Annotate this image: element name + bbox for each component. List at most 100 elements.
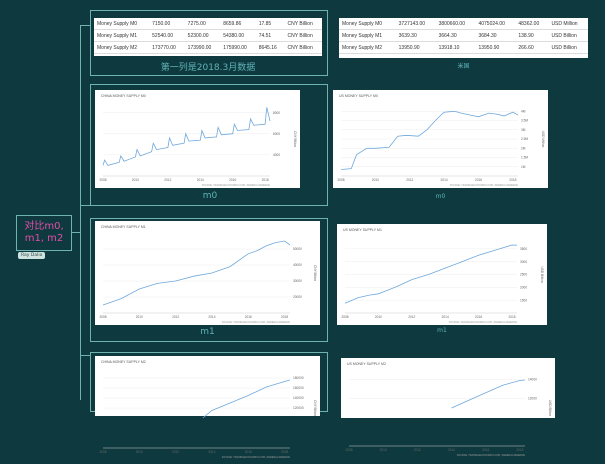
node-m0[interactable]	[90, 84, 328, 206]
chart-card-china-m2: CHINA MONEY SUPPLY M2 120000 140000 160000 1…	[95, 356, 320, 459]
y-tick-label: 4000	[273, 153, 280, 157]
node-m1[interactable]	[90, 218, 328, 342]
y-tick-label: 6000	[273, 132, 280, 136]
y-axis-label: CNY Billion	[313, 400, 317, 416]
table-cell: 48362.00	[515, 18, 549, 30]
series-line	[340, 110, 519, 170]
table-cell: 17.85	[255, 18, 285, 30]
x-tick-label: 2014	[448, 448, 455, 452]
chart-card-us-m0: US MONEY SUPPLY M0 1M 1.5M 2M 2.5M 3M 3.5M 4M 20…	[333, 90, 548, 188]
x-tick-label: 2016	[245, 450, 252, 454]
x-tick-label: 2018	[508, 315, 515, 319]
x-tick-label: 2016	[229, 178, 236, 182]
y-tick-label: 30000	[293, 279, 302, 283]
x-tick-label: 2014	[197, 178, 204, 182]
x-tick-label: 2018	[262, 178, 269, 182]
y-tick-label: 1500	[520, 298, 527, 302]
x-tick-label: 2012	[414, 448, 421, 452]
chart-title: CHINA MONEY SUPPLY M1	[101, 225, 146, 229]
table-cell: 13950.90	[395, 41, 436, 54]
y-tick-label: 40000	[293, 263, 302, 267]
chart-card-china-m1: CHINA MONEY SUPPLY M1 20000 30000 40000 5000…	[95, 221, 320, 325]
ray-dalio-tag[interactable]: Ray Dalio	[18, 252, 46, 259]
table-row: Money Supply M0 7150.00 7275.00 8659.86 …	[94, 18, 322, 30]
y-tick-label: 4M	[521, 109, 526, 113]
table-cell: 173990.00	[184, 41, 221, 54]
us-table-caption: 米国	[457, 63, 470, 70]
x-tick-label: 2014	[208, 450, 215, 454]
x-tick-label: 2014	[442, 315, 449, 319]
chart-card-china-m0: CHINA MONEY SUPPLY M0 4000 6000 8000 2008 201…	[95, 90, 300, 188]
table-row: Money Supply M0 3727143.00 3800660.00 40…	[339, 18, 588, 30]
x-tick-label: 2016	[245, 315, 252, 319]
chart-us-m0: US MONEY SUPPLY M0 1M 1.5M 2M 2.5M 3M 3.5M 4M 20…	[337, 94, 545, 187]
table-row: Money Supply M2 173770.00 173990.00 1759…	[94, 41, 322, 54]
chart-us-m1: US MONEY SUPPLY M1 1500 2000 2500 3000 3500 20…	[341, 228, 544, 324]
x-tick-label: 2016	[475, 178, 482, 182]
y-tick-label: 12000	[528, 397, 537, 401]
chart-title: US MONEY SUPPLY M2	[347, 362, 386, 366]
table-cell: USD Million	[548, 18, 588, 30]
y-axis-label: CNY Billion	[293, 131, 297, 147]
table-cell: 7150.00	[149, 18, 185, 30]
x-tick-label: 2010	[372, 178, 379, 182]
x-tick-label: 2008	[337, 178, 344, 182]
y-axis-label: CNY Billion	[313, 265, 317, 281]
x-tick-label: 2018	[509, 178, 516, 182]
source-note: SOURCE: TRADINGECONOMICS.COM | FEDERAL R…	[457, 454, 526, 457]
us-money-supply-table: Money Supply M0 3727143.00 3800660.00 40…	[339, 18, 588, 54]
x-tick-label: 2014	[208, 315, 215, 319]
m1-caption: m1	[200, 327, 215, 337]
connector-branch-3	[80, 355, 90, 356]
x-tick-label: 2008	[345, 448, 352, 452]
table-cell: 8645.16	[255, 41, 285, 54]
x-tick-label: 2008	[99, 450, 106, 454]
table-cell: 3800660.00	[435, 18, 476, 30]
x-tick-label: 2018	[281, 450, 288, 454]
y-tick-label: 2.5M	[521, 137, 528, 141]
x-tick-label: 2010	[136, 450, 143, 454]
table-cell: 4075024.00	[475, 18, 516, 30]
y-tick-label: 1.5M	[521, 156, 528, 160]
series-line	[344, 244, 518, 304]
y-tick-label: 140000	[293, 396, 304, 400]
series-line	[202, 379, 291, 419]
source-note: SOURCE: TRADINGECONOMICS.COM | FEDERAL R…	[449, 321, 518, 324]
m1-caption-right: m1	[437, 327, 447, 334]
x-tick-label: 2012	[164, 178, 171, 182]
table-row: Money Supply M1 3639.30 3664.30 3684.30 …	[339, 29, 588, 42]
node-tables[interactable]	[90, 10, 328, 76]
connector-root	[72, 232, 80, 233]
china-table-card: Money Supply M0 7150.00 7275.00 8659.86 …	[94, 18, 322, 56]
chart-card-us-m2: US MONEY SUPPLY M2 12000 14000 2008 2010 2012…	[341, 358, 555, 457]
table-cell: CNY Billion	[284, 18, 322, 30]
root-node[interactable]: 对比m0, m1, m2	[16, 215, 72, 251]
table-cell: Money Supply M2	[339, 41, 396, 54]
table-cell: Money Supply M2	[94, 41, 150, 54]
y-tick-label: 2500	[520, 273, 527, 277]
x-tick-label: 2012	[408, 315, 415, 319]
x-tick-label: 2014	[441, 178, 448, 182]
chart-card-us-m1: US MONEY SUPPLY M1 1500 2000 2500 3000 3500 20…	[337, 224, 547, 325]
root-label-line1: 对比m0,	[24, 221, 64, 232]
y-tick-label: 50000	[293, 247, 302, 251]
y-tick-label: 2M	[521, 146, 526, 150]
y-tick-label: 3.5M	[521, 119, 528, 123]
y-axis-label: USD Million	[541, 131, 545, 148]
table-cell: 74.51	[255, 29, 285, 42]
table-cell: 266.60	[515, 41, 549, 54]
table-cell: USD Billion	[548, 29, 588, 42]
table-cell: 138.90	[515, 29, 549, 42]
table-row: Money Supply M2 13950.90 13918.10 13950.…	[339, 41, 588, 54]
table-cell: 13950.90	[475, 41, 516, 54]
table-cell: 175990.00	[220, 41, 256, 54]
chart-title: US MONEY SUPPLY M0	[339, 94, 378, 98]
table-cell: 52540.00	[149, 29, 185, 42]
chart-china-m2: CHINA MONEY SUPPLY M2 120000 140000 160000 1…	[99, 360, 317, 459]
x-tick-label: 2016	[475, 315, 482, 319]
y-tick-label: 120000	[293, 406, 304, 410]
chart-china-m1: CHINA MONEY SUPPLY M1 20000 30000 40000 5000…	[99, 225, 317, 324]
table-cell: 52300.00	[184, 29, 221, 42]
series-line	[102, 240, 291, 306]
x-tick-label: 2012	[172, 315, 179, 319]
